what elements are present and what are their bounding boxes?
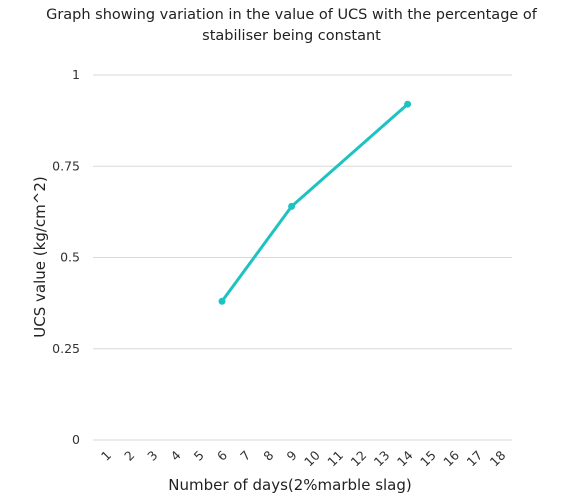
x-tick-labels: 1 2 3 4 5 6 7 8 9 10 11 12 13 14 15 16 17 18 (98, 447, 509, 469)
x-tick-label: 14 (394, 447, 416, 469)
y-tick-label: 0.5 (60, 250, 80, 265)
y-tick-labels: 0 0.25 0.5 0.75 1 (52, 67, 80, 447)
x-tick-label: 6 (214, 447, 230, 463)
x-tick-label: 18 (487, 447, 509, 469)
y-tick-label: 0 (72, 432, 80, 447)
x-tick-label: 11 (324, 448, 346, 470)
y-tick-label: 0.75 (52, 158, 80, 173)
chart-title: Graph showing variation in the value of … (46, 7, 538, 44)
series-line-group (218, 100, 412, 305)
chart-title-line-1: Graph showing variation in the value of … (46, 7, 538, 23)
y-tick-label: 0.25 (52, 341, 80, 356)
x-tick-label: 8 (260, 447, 276, 463)
x-tick-label: 1 (98, 448, 114, 464)
x-axis-label: Number of days(2%marble slag) (168, 476, 412, 494)
y-tick-label: 1 (72, 67, 80, 82)
x-tick-label: 12 (347, 448, 369, 470)
x-tick-label: 17 (463, 448, 485, 470)
y-axis-label: UCS value (kg/cm^2) (31, 176, 49, 337)
x-tick-label: 2 (121, 448, 137, 464)
data-point (404, 100, 412, 108)
gridlines (93, 74, 512, 441)
x-tick-label: 7 (237, 448, 253, 464)
x-tick-label: 16 (440, 447, 462, 469)
x-tick-label: 3 (144, 448, 160, 464)
x-tick-label: 4 (167, 447, 183, 463)
x-tick-label: 13 (371, 448, 393, 470)
series-line (220, 102, 410, 303)
chart-title-line-2: stabiliser being constant (202, 28, 381, 44)
x-tick-label: 5 (191, 448, 207, 464)
x-tick-label: 9 (283, 447, 299, 463)
x-tick-label: 10 (301, 447, 323, 469)
data-point (288, 202, 296, 210)
x-tick-label: 15 (417, 448, 439, 470)
data-point (218, 297, 226, 305)
